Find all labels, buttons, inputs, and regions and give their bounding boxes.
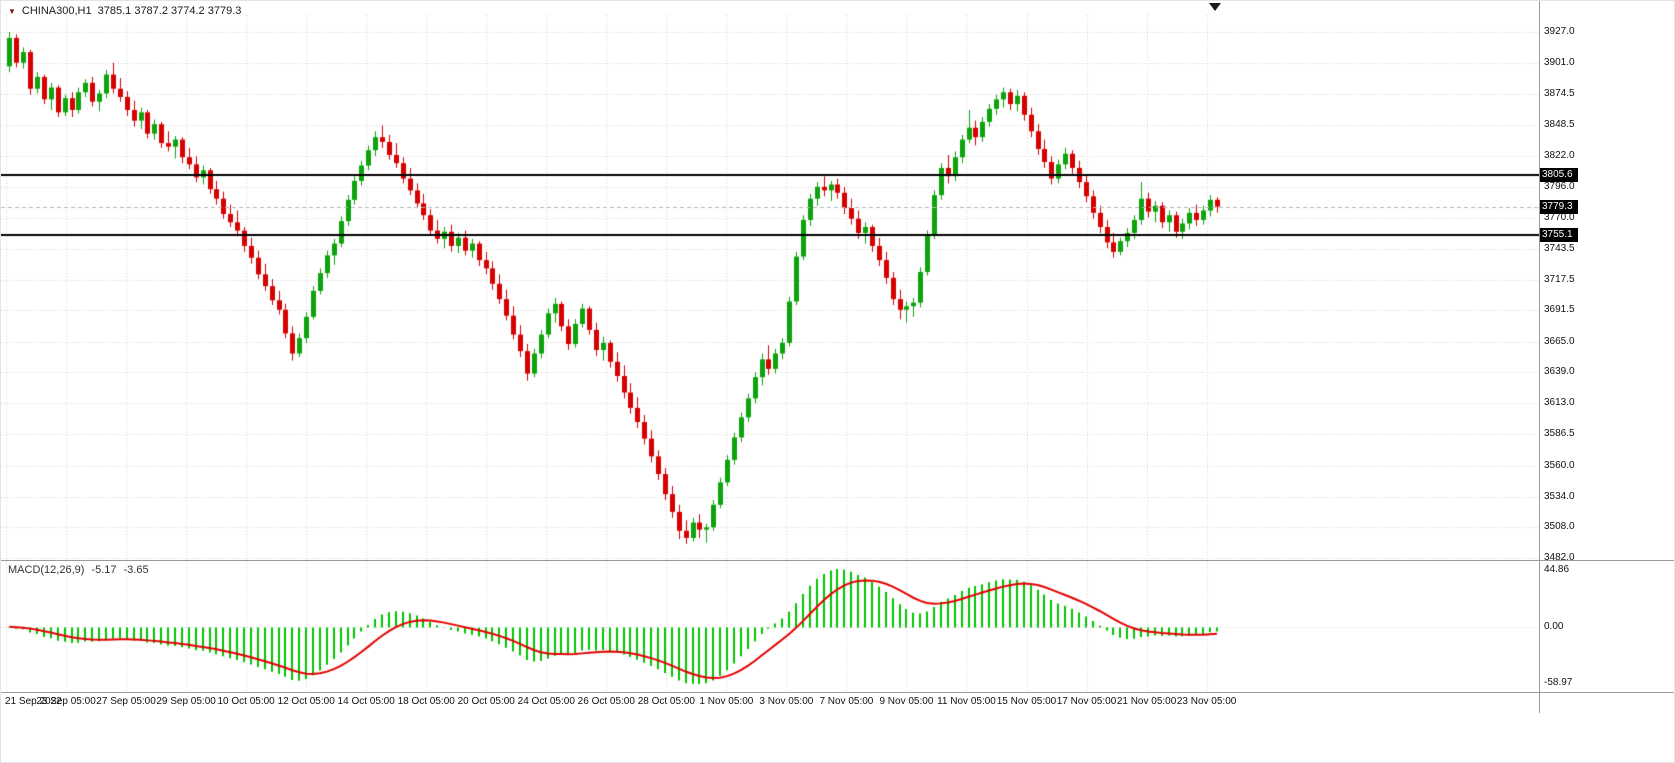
time-label: 28 Oct 05:00 <box>637 696 695 707</box>
price-tick: 3901.0 <box>1544 56 1575 68</box>
price-tick: 3743.5 <box>1544 242 1575 254</box>
time-label: 20 Oct 05:00 <box>457 696 515 707</box>
time-label: 11 Nov 05:00 <box>937 696 996 707</box>
time-label: 27 Sep 05:00 <box>96 696 156 707</box>
time-label: 15 Nov 05:00 <box>996 696 1057 707</box>
time-label: 3 Nov 05:00 <box>759 696 814 707</box>
price-axis[interactable]: 3927.0 3901.0 3874.5 3848.5 3822.0 3796.0 3770… <box>1540 1 1674 713</box>
price-badge: 3755.1 <box>1540 228 1578 243</box>
price-tick: 3586.5 <box>1544 428 1575 440</box>
price-tick: 3508.0 <box>1544 521 1575 533</box>
macd-signal-value: -3.65 <box>123 564 149 576</box>
chart-title: ▼ CHINA300,H1 3785.1 3787.2 3774.2 3779.… <box>8 5 241 17</box>
price-tick: 3848.5 <box>1544 118 1575 130</box>
price-tick: 3613.0 <box>1544 397 1575 409</box>
symbol-quote: 3785.1 3787.2 3774.2 3779.3 <box>97 5 242 17</box>
price-tick: 3796.0 <box>1544 180 1575 192</box>
chart-shift-marker-icon[interactable] <box>1209 3 1221 11</box>
price-tick: 3665.0 <box>1544 335 1575 347</box>
time-label: 7 Nov 05:00 <box>819 696 874 707</box>
time-label: 12 Oct 05:00 <box>277 696 335 707</box>
price-tick: 3482.0 <box>1544 552 1575 563</box>
time-label: 17 Nov 05:00 <box>1056 696 1117 707</box>
price-tick: 3770.0 <box>1544 211 1575 223</box>
macd-value: -5.17 <box>91 564 117 576</box>
time-label: 23 Sep 05:00 <box>36 696 96 707</box>
macd-panel-canvas[interactable] <box>1 561 1539 692</box>
time-label: 23 Nov 05:00 <box>1176 696 1237 707</box>
macd-label: MACD(12,26,9) <box>8 564 85 576</box>
price-badge: 3805.6 <box>1540 168 1578 183</box>
macd-axis-zero: 0.00 <box>1544 620 1564 632</box>
macd-label-row: MACD(12,26,9) -5.17 -3.65 <box>8 564 149 576</box>
time-label: 14 Oct 05:00 <box>337 696 395 707</box>
price-tick: 3717.5 <box>1544 273 1575 285</box>
price-tick: 3639.0 <box>1544 366 1575 378</box>
price-chart-canvas[interactable] <box>1 1 1539 560</box>
price-tick: 3927.0 <box>1544 26 1575 37</box>
axis-divider[interactable] <box>1539 1 1540 713</box>
price-tick: 3560.0 <box>1544 459 1575 471</box>
time-label: 18 Oct 05:00 <box>397 696 455 707</box>
time-label: 21 Nov 05:00 <box>1116 696 1177 707</box>
price-tick: 3822.0 <box>1544 150 1575 162</box>
symbol-marker-icon: ▼ <box>8 6 16 16</box>
time-label: 9 Nov 05:00 <box>879 696 934 707</box>
price-tick: 3534.0 <box>1544 490 1575 502</box>
time-label: 26 Oct 05:00 <box>577 696 635 707</box>
chart-macd-divider[interactable] <box>1 560 1674 561</box>
macd-axis-min: -58.97 <box>1544 677 1573 688</box>
price-tick: 3691.5 <box>1544 304 1575 316</box>
macd-axis-max: 44.86 <box>1544 564 1570 575</box>
time-label: 1 Nov 05:00 <box>699 696 754 707</box>
time-axis[interactable]: 21 Sep 2022 23 Sep 05:00 27 Sep 05:00 29 Se… <box>1 693 1539 713</box>
time-label: 10 Oct 05:00 <box>217 696 275 707</box>
time-label: 29 Sep 05:00 <box>156 696 216 707</box>
time-label: 21 Sep 2022 <box>5 696 62 707</box>
time-label: 24 Oct 05:00 <box>517 696 575 707</box>
symbol-name: CHINA300,H1 <box>21 5 92 17</box>
price-badge: 3779.3 <box>1540 199 1578 214</box>
macd-timeaxis-divider <box>1 692 1674 693</box>
price-tick: 3874.5 <box>1544 88 1575 100</box>
